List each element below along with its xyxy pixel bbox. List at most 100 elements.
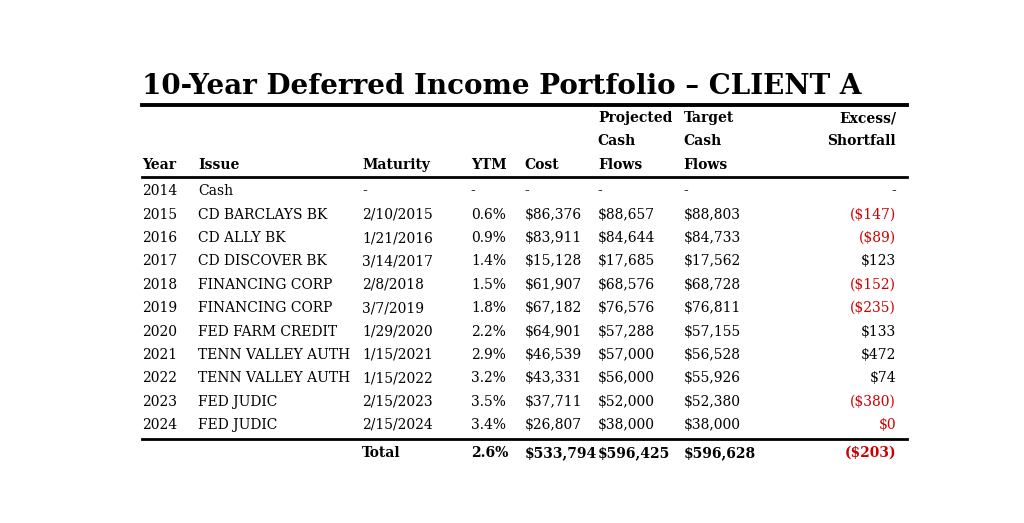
Text: Maturity: Maturity — [362, 158, 430, 172]
Text: -: - — [471, 185, 475, 198]
Text: $596,628: $596,628 — [684, 446, 756, 460]
Text: 2024: 2024 — [142, 418, 177, 432]
Text: $37,711: $37,711 — [524, 394, 583, 408]
Text: ($380): ($380) — [850, 394, 896, 408]
Text: 2015: 2015 — [142, 208, 177, 222]
Text: 2/15/2024: 2/15/2024 — [362, 418, 433, 432]
Text: 3.2%: 3.2% — [471, 371, 506, 385]
Text: 2021: 2021 — [142, 348, 177, 362]
Text: ($235): ($235) — [850, 301, 896, 315]
Text: 2018: 2018 — [142, 278, 177, 292]
Text: 3/14/2017: 3/14/2017 — [362, 255, 433, 268]
Text: $26,807: $26,807 — [524, 418, 582, 432]
Text: 1.8%: 1.8% — [471, 301, 506, 315]
Text: $76,576: $76,576 — [598, 301, 655, 315]
Text: FINANCING CORP: FINANCING CORP — [198, 278, 332, 292]
Text: $472: $472 — [861, 348, 896, 362]
Text: FED FARM CREDIT: FED FARM CREDIT — [198, 324, 337, 338]
Text: CD ALLY BK: CD ALLY BK — [198, 231, 286, 245]
Text: -: - — [684, 185, 688, 198]
Text: $88,657: $88,657 — [598, 208, 655, 222]
Text: Flows: Flows — [598, 158, 642, 172]
Text: FED JUDIC: FED JUDIC — [198, 394, 278, 408]
Text: 0.9%: 0.9% — [471, 231, 506, 245]
Text: $55,926: $55,926 — [684, 371, 740, 385]
Text: 2014: 2014 — [142, 185, 177, 198]
Text: 0.6%: 0.6% — [471, 208, 506, 222]
Text: $596,425: $596,425 — [598, 446, 670, 460]
Text: 2019: 2019 — [142, 301, 177, 315]
Text: $64,901: $64,901 — [524, 324, 582, 338]
Text: 1/21/2016: 1/21/2016 — [362, 231, 433, 245]
Text: 2.9%: 2.9% — [471, 348, 506, 362]
Text: 1.4%: 1.4% — [471, 255, 506, 268]
Text: $38,000: $38,000 — [684, 418, 740, 432]
Text: Projected: Projected — [598, 111, 672, 125]
Text: 2020: 2020 — [142, 324, 177, 338]
Text: ($89): ($89) — [859, 231, 896, 245]
Text: $74: $74 — [869, 371, 896, 385]
Text: $52,000: $52,000 — [598, 394, 654, 408]
Text: $67,182: $67,182 — [524, 301, 582, 315]
Text: $68,728: $68,728 — [684, 278, 740, 292]
Text: ($152): ($152) — [850, 278, 896, 292]
Text: $15,128: $15,128 — [524, 255, 582, 268]
Text: 2023: 2023 — [142, 394, 177, 408]
Text: Year: Year — [142, 158, 176, 172]
Text: Cash: Cash — [598, 134, 636, 149]
Text: $76,811: $76,811 — [684, 301, 741, 315]
Text: 2016: 2016 — [142, 231, 177, 245]
Text: Issue: Issue — [198, 158, 240, 172]
Text: ($203): ($203) — [845, 446, 896, 460]
Text: -: - — [524, 185, 529, 198]
Text: $68,576: $68,576 — [598, 278, 655, 292]
Text: Total: Total — [362, 446, 400, 460]
Text: $88,803: $88,803 — [684, 208, 740, 222]
Text: 2/10/2015: 2/10/2015 — [362, 208, 433, 222]
Text: $38,000: $38,000 — [598, 418, 654, 432]
Text: 1/15/2022: 1/15/2022 — [362, 371, 433, 385]
Text: $56,528: $56,528 — [684, 348, 740, 362]
Text: -: - — [892, 185, 896, 198]
Text: 3/7/2019: 3/7/2019 — [362, 301, 424, 315]
Text: $84,644: $84,644 — [598, 231, 655, 245]
Text: $17,562: $17,562 — [684, 255, 740, 268]
Text: ($147): ($147) — [850, 208, 896, 222]
Text: 2022: 2022 — [142, 371, 177, 385]
Text: 1.5%: 1.5% — [471, 278, 506, 292]
Text: $84,733: $84,733 — [684, 231, 740, 245]
Text: 2/15/2023: 2/15/2023 — [362, 394, 433, 408]
Text: $52,380: $52,380 — [684, 394, 740, 408]
Text: -: - — [362, 185, 367, 198]
Text: Cost: Cost — [524, 158, 559, 172]
Text: $133: $133 — [861, 324, 896, 338]
Text: Target: Target — [684, 111, 734, 125]
Text: $57,155: $57,155 — [684, 324, 740, 338]
Text: Cash: Cash — [198, 185, 233, 198]
Text: FINANCING CORP: FINANCING CORP — [198, 301, 332, 315]
Text: $57,288: $57,288 — [598, 324, 655, 338]
Text: $533,794: $533,794 — [524, 446, 597, 460]
Text: -: - — [598, 185, 602, 198]
Text: $57,000: $57,000 — [598, 348, 655, 362]
Text: $0: $0 — [879, 418, 896, 432]
Text: 1/15/2021: 1/15/2021 — [362, 348, 433, 362]
Text: $123: $123 — [861, 255, 896, 268]
Text: CD DISCOVER BK: CD DISCOVER BK — [198, 255, 327, 268]
Text: 2017: 2017 — [142, 255, 177, 268]
Text: 2/8/2018: 2/8/2018 — [362, 278, 424, 292]
Text: $43,331: $43,331 — [524, 371, 582, 385]
Text: $86,376: $86,376 — [524, 208, 582, 222]
Text: 2.2%: 2.2% — [471, 324, 506, 338]
Text: $46,539: $46,539 — [524, 348, 582, 362]
Text: 2.6%: 2.6% — [471, 446, 508, 460]
Text: TENN VALLEY AUTH: TENN VALLEY AUTH — [198, 371, 350, 385]
Text: 10-Year Deferred Income Portfolio – CLIENT A: 10-Year Deferred Income Portfolio – CLIE… — [142, 73, 862, 100]
Text: TENN VALLEY AUTH: TENN VALLEY AUTH — [198, 348, 350, 362]
Text: Excess/: Excess/ — [839, 111, 896, 125]
Text: Shortfall: Shortfall — [827, 134, 896, 149]
Text: Cash: Cash — [684, 134, 722, 149]
Text: FED JUDIC: FED JUDIC — [198, 418, 278, 432]
Text: 3.5%: 3.5% — [471, 394, 506, 408]
Text: $17,685: $17,685 — [598, 255, 655, 268]
